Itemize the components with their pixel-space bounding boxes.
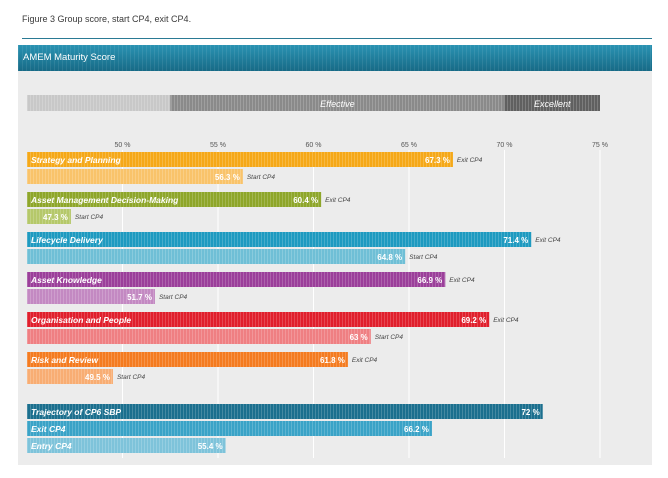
maturity-band-strip: Effective Excellent	[27, 95, 600, 111]
start-bar-2-texture	[27, 249, 406, 264]
start-bar-4-texture	[27, 329, 371, 344]
start-value-0: 56.3 %	[215, 173, 240, 182]
exit-bar-0-texture	[27, 152, 453, 167]
category-group-2: Lifecycle Delivery 71.4 % Exit CP4 64.8 % St…	[27, 232, 561, 264]
exit-value-2: 71.4 %	[503, 236, 528, 245]
exit-bar-5-texture	[27, 352, 348, 367]
tick-label-70: 70 %	[497, 142, 513, 149]
band-label-1: Effective	[320, 99, 355, 109]
summary-bar-1-texture	[27, 421, 432, 436]
category-group-1: Asset Management Decision-Making 60.4 % Ex…	[27, 192, 351, 224]
exit-bar-3-texture	[27, 272, 446, 287]
category-group-3: Asset Knowledge 66.9 % Exit CP4 51.7 % Start…	[27, 272, 475, 304]
start-bar-3-texture	[27, 289, 155, 304]
tick-label-65: 65 %	[401, 142, 417, 149]
category-group-4: Organisation and People 69.2 % Exit CP4 63 …	[27, 312, 519, 344]
summary-bar-0-texture	[27, 404, 543, 419]
category-bars: Strategy and Planning 67.3 % Exit CP4 56.3 …	[27, 152, 561, 384]
caption-divider	[22, 38, 652, 39]
tick-label-50: 50 %	[115, 142, 131, 149]
panel-header: AMEM Maturity Score	[18, 45, 652, 71]
exit-value-4: 69.2 %	[461, 316, 486, 325]
band-label-2: Excellent	[534, 99, 571, 109]
category-label-5: Risk and Review	[31, 355, 99, 365]
exit-value-3: 66.9 %	[417, 276, 442, 285]
exit-bar-2-texture	[27, 232, 532, 247]
summary-group-2: Entry CP4 55.4 %	[27, 438, 226, 453]
exit-legend-1: Exit CP4	[325, 197, 351, 204]
start-bar-5-texture	[27, 369, 113, 384]
tick-label-60: 60 %	[306, 142, 322, 149]
exit-bar-4-texture	[27, 312, 490, 327]
category-group-0: Strategy and Planning 67.3 % Exit CP4 56.3 …	[27, 152, 483, 184]
band-1-texture	[170, 95, 505, 111]
tick-labels: 50 % 55 % 60 % 65 % 70 % 75 %	[115, 142, 608, 149]
summary-value-0: 72 %	[521, 408, 539, 417]
start-legend-2: Start CP4	[409, 254, 438, 261]
exit-value-5: 61.8 %	[320, 356, 345, 365]
summary-label-0: Trajectory of CP6 SBP	[31, 407, 121, 417]
start-legend-5: Start CP4	[117, 374, 146, 381]
summary-label-1: Exit CP4	[31, 424, 66, 434]
tick-label-55: 55 %	[210, 142, 226, 149]
category-label-1: Asset Management Decision-Making	[30, 195, 179, 205]
exit-bar-1-texture	[27, 192, 322, 207]
band-2-texture	[504, 95, 600, 111]
summary-value-2: 55.4 %	[198, 442, 223, 451]
figure-caption: Figure 3 Group score, start CP4, exit CP…	[22, 14, 192, 24]
category-label-0: Strategy and Planning	[31, 155, 122, 165]
summary-group-0: Trajectory of CP6 SBP 72 %	[27, 404, 543, 419]
start-value-4: 63 %	[350, 333, 368, 342]
start-value-1: 47.3 %	[43, 213, 68, 222]
start-bar-1-texture	[27, 209, 71, 224]
start-bar-0-texture	[27, 169, 243, 184]
exit-legend-3: Exit CP4	[449, 277, 475, 284]
summary-bars: Trajectory of CP6 SBP 72 %Exit CP4 66.2 %E…	[27, 404, 543, 453]
start-value-5: 49.5 %	[85, 373, 110, 382]
summary-label-2: Entry CP4	[31, 441, 72, 451]
start-legend-0: Start CP4	[247, 174, 276, 181]
start-value-3: 51.7 %	[127, 293, 152, 302]
category-label-2: Lifecycle Delivery	[31, 235, 104, 245]
exit-legend-0: Exit CP4	[457, 157, 483, 164]
start-legend-1: Start CP4	[75, 214, 104, 221]
exit-legend-5: Exit CP4	[352, 357, 378, 364]
exit-value-1: 60.4 %	[293, 196, 318, 205]
band-0-texture	[27, 95, 171, 111]
exit-legend-2: Exit CP4	[535, 237, 561, 244]
summary-group-1: Exit CP4 66.2 %	[27, 421, 432, 436]
exit-value-0: 67.3 %	[425, 156, 450, 165]
exit-legend-4: Exit CP4	[493, 317, 519, 324]
start-legend-3: Start CP4	[159, 294, 188, 301]
category-group-5: Risk and Review 61.8 % Exit CP4 49.5 % Start…	[27, 352, 378, 384]
start-value-2: 64.8 %	[377, 253, 402, 262]
category-label-4: Organisation and People	[31, 315, 131, 325]
category-label-3: Asset Knowledge	[30, 275, 102, 285]
panel-title: AMEM Maturity Score	[23, 52, 116, 63]
summary-value-1: 66.2 %	[404, 425, 429, 434]
tick-label-75: 75 %	[592, 142, 608, 149]
start-legend-4: Start CP4	[375, 334, 404, 341]
summary-bar-2-texture	[27, 438, 226, 453]
